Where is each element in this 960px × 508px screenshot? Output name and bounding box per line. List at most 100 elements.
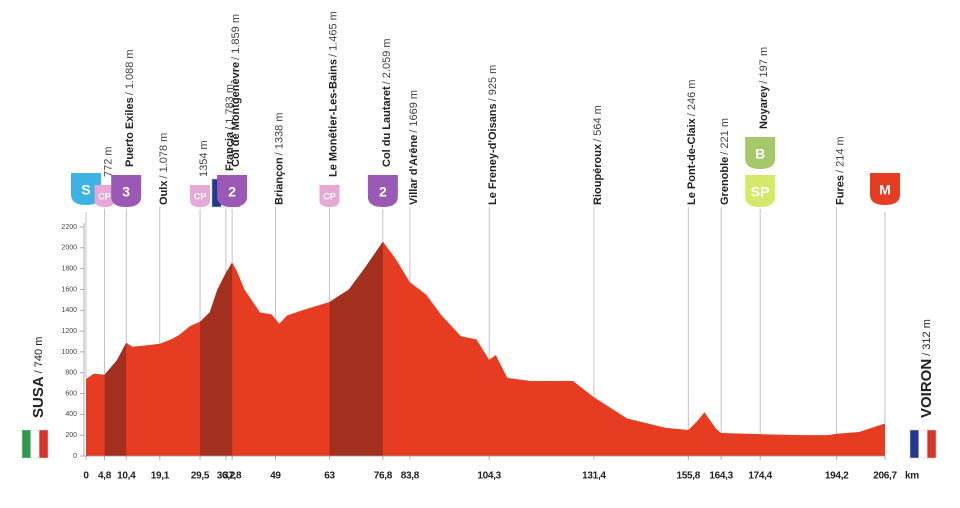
y-tick-label: 1600 xyxy=(61,286,77,293)
waypoint-elevation: / 2.059 m xyxy=(381,38,393,84)
badge-shape xyxy=(217,175,248,207)
badge: 3 xyxy=(111,175,142,207)
waypoint-elevation: / 1669 m xyxy=(408,90,420,133)
badge-shape xyxy=(111,175,142,207)
badge: 2 xyxy=(367,175,398,207)
flag-stripe xyxy=(918,430,928,458)
badge-text: M xyxy=(879,181,891,197)
waypoint-elevation: / 1.088 m xyxy=(124,49,136,95)
waypoint-elevation: / 197 m xyxy=(758,47,770,84)
y-tick-label: 1400 xyxy=(61,307,77,314)
x-tick-label: 206,7 xyxy=(873,471,897,482)
y-tick-label: 400 xyxy=(65,411,77,418)
climb-area xyxy=(200,262,233,456)
y-tick-label: 1800 xyxy=(61,265,77,272)
badge-shape xyxy=(94,185,115,207)
y-tick-label: 2000 xyxy=(61,245,77,252)
waypoint-label: Puerto Exiles / 1.088 m xyxy=(124,49,136,167)
waypoint-label: Fures / 214 m xyxy=(835,136,847,205)
waypoint-label: Col de Montgenèvre / 1.859 m xyxy=(230,14,242,167)
x-tick-label: 37,8 xyxy=(223,471,242,482)
waypoint-elevation: / 1.783 m xyxy=(224,84,236,130)
badge-shape xyxy=(870,173,900,205)
endpoint-name: VOIRON xyxy=(918,359,935,418)
flag-border xyxy=(21,429,49,459)
flag-stripe xyxy=(39,430,48,458)
waypoint-name: Col de Montgenèvre xyxy=(230,62,242,167)
endpoint-label: VOIRON / 312 m xyxy=(918,319,935,418)
waypoint-label: 1354 m xyxy=(198,140,210,177)
y-tick-label: 600 xyxy=(65,390,77,397)
waypoint-label: Villar d'Arêne / 1669 m xyxy=(408,90,420,205)
badge: S xyxy=(71,173,101,205)
waypoint-label: Francia/ 1.783 m xyxy=(224,84,236,171)
badge-shape xyxy=(745,137,776,169)
waypoint-name: Grenoble xyxy=(719,157,731,205)
waypoint-elevation: / 925 m xyxy=(487,65,499,102)
flag-stripe xyxy=(30,430,40,458)
waypoint-elevation: / 1.859 m xyxy=(230,14,242,60)
x-tick-label: 164,3 xyxy=(709,471,733,482)
badge-shape xyxy=(190,185,211,207)
x-tick-label: 76,8 xyxy=(374,471,393,482)
badge: SP xyxy=(745,175,776,207)
y-tick-label: 200 xyxy=(65,432,77,439)
badge: 2 xyxy=(217,175,248,207)
waypoint-name: Francia xyxy=(224,131,236,171)
waypoint-label: Briançon/ 1338 m xyxy=(273,113,285,206)
badge-shape xyxy=(745,175,776,207)
waypoint-label: Le Monêtier-Les-Bains / 1.465 m xyxy=(327,11,339,177)
x-tick-label: 19,1 xyxy=(151,471,170,482)
badge-text: CP xyxy=(98,191,111,201)
waypoint-name: Le Pont-de-Claix xyxy=(686,117,698,205)
badge-shape xyxy=(71,173,101,205)
waypoint-label: Grenoble / 221 m xyxy=(719,118,731,205)
x-unit: km xyxy=(905,471,919,482)
flag-border xyxy=(909,429,937,459)
waypoint-elevation: 772 m xyxy=(102,146,114,177)
waypoint-elevation: 1354 m xyxy=(198,140,210,177)
flag-stripe xyxy=(22,430,31,458)
waypoint-name: Noyarey xyxy=(758,85,770,129)
endpoint-elevation: / 312 m xyxy=(921,319,933,356)
badge: M xyxy=(870,173,900,205)
climb-area xyxy=(104,342,127,456)
x-tick-label: 4,8 xyxy=(98,471,112,482)
x-tick-label: 36,2 xyxy=(217,471,236,482)
y-tick-label: 2200 xyxy=(61,224,77,231)
waypoint-label: Le Pont-de-Claix/ 246 m xyxy=(686,80,698,205)
waypoint-name: Le Monêtier-Les-Bains xyxy=(327,59,339,177)
waypoint-label: Noyarey/ 197 m xyxy=(758,47,770,129)
waypoint-label: 772 m xyxy=(102,146,114,177)
waypoint-elevation: / 246 m xyxy=(686,80,698,117)
x-tick-label: 194,2 xyxy=(825,471,849,482)
waypoint-label: Rioupéroux/ 564 m xyxy=(592,105,604,205)
endpoint-label: SUSA / 740 m xyxy=(30,337,47,418)
badge-text: CP xyxy=(194,191,207,201)
badge: CP xyxy=(319,185,340,207)
waypoint-name: Rioupéroux xyxy=(592,143,604,205)
badge-shape xyxy=(367,175,398,207)
waypoint-name: Col du Lautaret xyxy=(381,86,393,167)
waypoint-name: Puerto Exiles xyxy=(124,97,136,167)
waypoint-elevation: / 1.465 m xyxy=(327,11,339,57)
badge: B xyxy=(745,137,776,169)
x-tick-label: 49 xyxy=(270,471,281,482)
x-tick-label: 174,4 xyxy=(748,471,772,482)
flag xyxy=(909,429,937,459)
endpoint-name: SUSA xyxy=(30,376,47,418)
badge-text: S xyxy=(81,181,90,197)
badge-text: SP xyxy=(751,183,770,199)
waypoint-label: Le Freney-d'Oisans/ 925 m xyxy=(487,65,499,205)
flag-stripe xyxy=(910,430,919,458)
waypoint-elevation: / 1338 m xyxy=(273,113,285,156)
badge-text: 2 xyxy=(379,183,387,199)
waypoint-elevation: / 221 m xyxy=(719,118,731,155)
badge-text: 3 xyxy=(122,183,130,199)
y-tick-label: 800 xyxy=(65,370,77,377)
flag-stripe xyxy=(927,430,936,458)
waypoint-name: Le Freney-d'Oisans xyxy=(487,103,499,205)
y-tick-label: 1000 xyxy=(61,349,77,356)
badge: CP xyxy=(190,185,211,207)
